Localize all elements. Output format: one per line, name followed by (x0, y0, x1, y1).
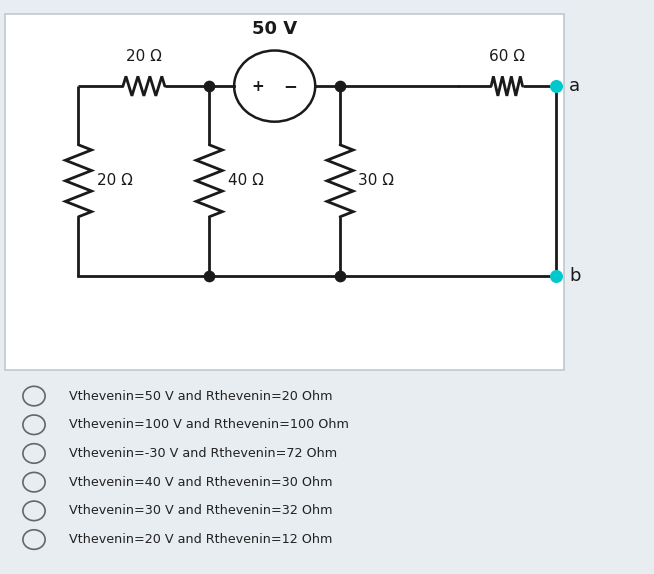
Text: 40 Ω: 40 Ω (228, 173, 264, 188)
Text: Vthevenin=20 V and Rthevenin=12 Ohm: Vthevenin=20 V and Rthevenin=12 Ohm (69, 533, 332, 546)
Point (204, 82, 215, 91)
Text: Vthevenin=50 V and Rthevenin=20 Ohm: Vthevenin=50 V and Rthevenin=20 Ohm (69, 390, 332, 402)
FancyBboxPatch shape (5, 14, 564, 370)
Text: Vthevenin=30 V and Rthevenin=32 Ohm: Vthevenin=30 V and Rthevenin=32 Ohm (69, 505, 332, 517)
Text: −: − (283, 77, 297, 95)
Text: Vthevenin=40 V and Rthevenin=30 Ohm: Vthevenin=40 V and Rthevenin=30 Ohm (69, 476, 332, 488)
Point (335, 82, 345, 91)
Text: 20 Ω: 20 Ω (126, 49, 162, 64)
Text: Vthevenin=100 V and Rthevenin=100 Ohm: Vthevenin=100 V and Rthevenin=100 Ohm (69, 418, 349, 431)
Text: +: + (251, 79, 264, 94)
Point (335, 271, 345, 280)
Point (204, 271, 215, 280)
Text: Vthevenin=-30 V and Rthevenin=72 Ohm: Vthevenin=-30 V and Rthevenin=72 Ohm (69, 447, 337, 460)
Text: 60 Ω: 60 Ω (489, 49, 525, 64)
Text: b: b (569, 266, 581, 285)
Point (551, 82, 561, 91)
Point (551, 271, 561, 280)
Text: 50 V: 50 V (252, 20, 297, 38)
Text: 20 Ω: 20 Ω (97, 173, 133, 188)
Text: a: a (569, 77, 580, 95)
Text: 30 Ω: 30 Ω (358, 173, 394, 188)
